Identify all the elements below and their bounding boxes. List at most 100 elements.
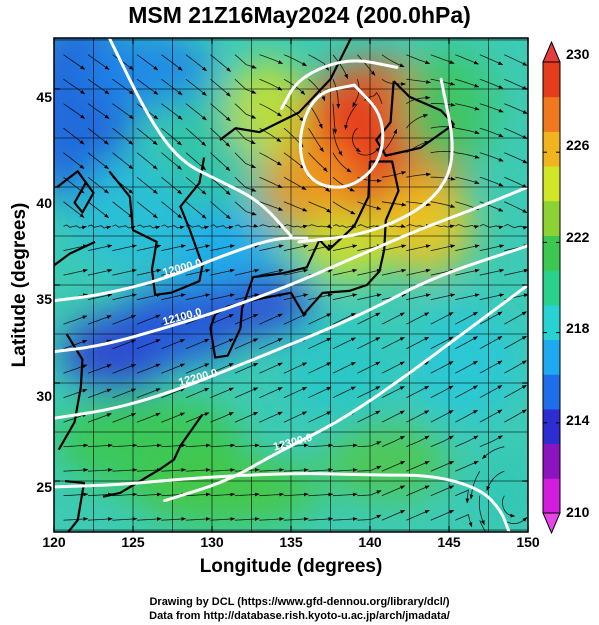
streamline [308, 78, 326, 102]
streamline [87, 176, 109, 194]
streamline [283, 201, 308, 212]
streamline [504, 152, 528, 164]
streamline [136, 517, 162, 521]
streamline [283, 386, 308, 399]
streamline [308, 152, 328, 173]
streamline [381, 385, 405, 399]
streamline [430, 201, 456, 208]
streamline [259, 152, 282, 166]
streamline [112, 413, 137, 423]
streamline [87, 413, 112, 423]
streamline [430, 435, 454, 448]
streamline [87, 492, 113, 497]
streamline [112, 224, 136, 230]
streamline [381, 410, 405, 423]
streamline [87, 364, 112, 374]
streamline [112, 244, 137, 252]
streamline [486, 470, 505, 492]
streamline [430, 460, 455, 472]
streamline [406, 312, 430, 325]
streamline [332, 79, 341, 109]
streamline [185, 176, 207, 195]
streamline [504, 517, 528, 525]
streamline [112, 152, 134, 170]
streamline [504, 268, 528, 276]
streamline [63, 364, 88, 374]
streamline [332, 152, 352, 173]
streamline [63, 492, 89, 497]
streamline [210, 224, 234, 230]
streamline [161, 244, 186, 252]
streamline [112, 54, 134, 71]
streamline [357, 201, 382, 210]
streamline [455, 489, 470, 504]
streamline [63, 517, 89, 521]
streamline [210, 363, 234, 374]
streamline [161, 224, 185, 230]
streamline [381, 460, 406, 472]
streamline [455, 460, 479, 472]
streamline [308, 244, 333, 252]
streamline [430, 385, 454, 399]
streamline [136, 224, 161, 230]
streamline [479, 360, 503, 374]
streamline [136, 388, 161, 399]
y-tick-label: 40 [36, 195, 52, 211]
streamline [234, 152, 257, 169]
coastline [375, 80, 455, 157]
colorbar-segment [543, 443, 560, 479]
coastline [57, 333, 84, 451]
streamline [136, 363, 161, 374]
contour-line [54, 236, 309, 303]
contour-line [107, 38, 293, 238]
streamline [357, 514, 382, 521]
streamline [259, 176, 283, 189]
streamline [161, 54, 183, 71]
streamline [185, 127, 207, 147]
streamline [332, 443, 358, 448]
streamline [430, 361, 454, 374]
streamline [455, 127, 480, 135]
streamline [234, 127, 256, 145]
streamline [308, 468, 334, 472]
streamline [308, 492, 334, 497]
streamline [210, 338, 234, 350]
streamline [381, 128, 398, 153]
streamline [136, 152, 158, 170]
streamline [210, 443, 236, 448]
streamline [210, 412, 234, 423]
streamline [112, 127, 134, 145]
streamline [381, 201, 407, 207]
streamline [504, 176, 528, 189]
streamline [259, 387, 283, 399]
streamline [455, 336, 479, 350]
streamline [406, 78, 431, 84]
streamline [161, 363, 186, 374]
streamline [112, 103, 134, 120]
streamline [357, 386, 381, 399]
streamline [87, 268, 113, 276]
streamline [479, 127, 504, 138]
streamline [87, 293, 113, 301]
streamline [479, 103, 504, 113]
streamline [479, 54, 504, 66]
streamline [504, 311, 527, 325]
field-patch [322, 422, 449, 501]
streamline [283, 152, 305, 169]
streamline [185, 103, 207, 121]
streamline [87, 201, 109, 219]
streamline [504, 201, 528, 213]
streamline [63, 244, 88, 252]
contour-line [280, 59, 399, 111]
streamline [308, 224, 333, 229]
streamline [259, 468, 285, 472]
streamline [87, 78, 110, 95]
field-patch [133, 455, 323, 527]
streamline [210, 492, 236, 497]
streamline [430, 312, 454, 325]
streamline [357, 312, 381, 325]
streamline [357, 147, 381, 156]
streamline [63, 201, 85, 218]
streamline [501, 495, 516, 518]
streamline [430, 244, 456, 252]
